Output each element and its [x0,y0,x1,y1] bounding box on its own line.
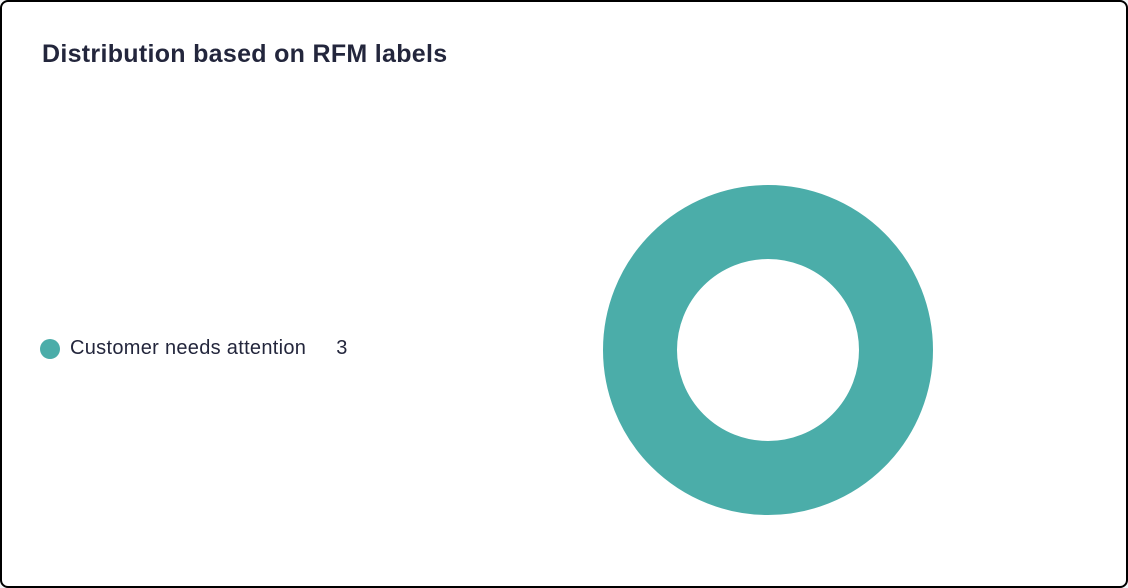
donut-chart-slice[interactable] [603,185,933,515]
legend-item[interactable]: Customer needs attention 3 [40,337,347,360]
chart-title: Distribution based on RFM labels [42,40,448,68]
legend-swatch-icon [40,338,60,359]
chart-legend: Customer needs attention 3 [40,337,347,360]
legend-item-label: Customer needs attention [70,337,307,359]
legend-item-value: 3 [336,337,348,359]
